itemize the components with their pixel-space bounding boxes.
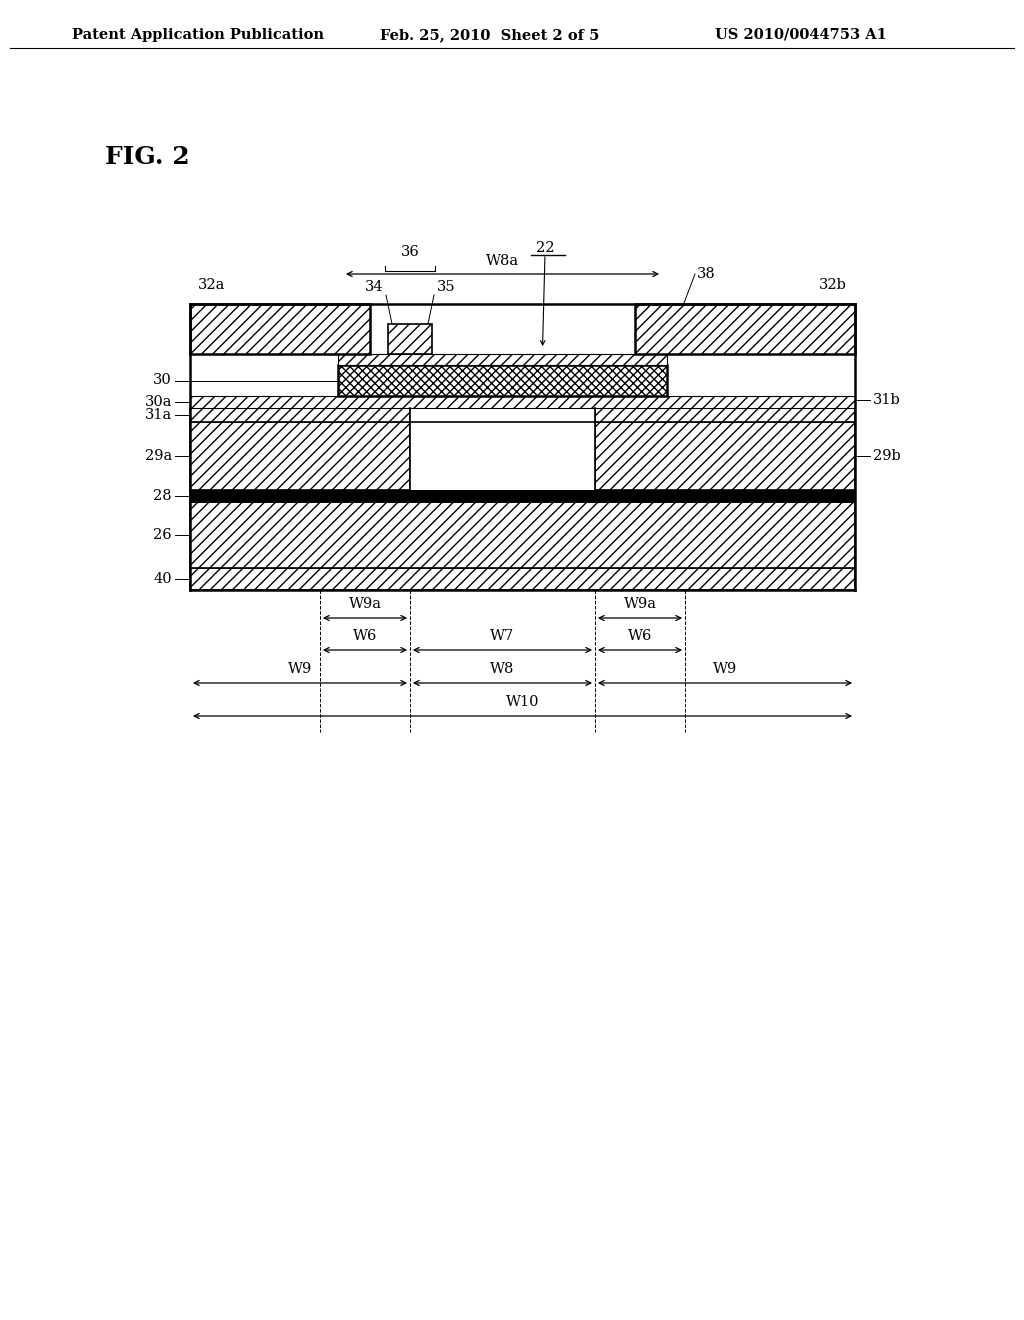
Bar <box>388 323 432 354</box>
Text: W6: W6 <box>628 630 652 643</box>
Text: 29b: 29b <box>873 449 901 463</box>
Text: W9a: W9a <box>624 597 656 611</box>
Text: W8a: W8a <box>486 253 519 268</box>
Text: W9: W9 <box>288 663 312 676</box>
Text: 40: 40 <box>154 572 172 586</box>
Text: 22: 22 <box>536 242 554 255</box>
Bar <box>595 422 855 490</box>
Bar <box>190 502 855 568</box>
Text: Feb. 25, 2010  Sheet 2 of 5: Feb. 25, 2010 Sheet 2 of 5 <box>380 28 599 42</box>
Bar <box>635 304 855 354</box>
Text: W6: W6 <box>353 630 377 643</box>
Text: 38: 38 <box>697 267 716 281</box>
Bar <box>190 490 855 502</box>
Text: 30a: 30a <box>144 395 172 409</box>
Text: 35: 35 <box>437 280 456 294</box>
Bar <box>190 304 370 354</box>
Text: W10: W10 <box>506 696 540 709</box>
Bar <box>190 568 855 590</box>
Text: 31a: 31a <box>144 408 172 422</box>
Text: W9: W9 <box>713 663 737 676</box>
Text: 32b: 32b <box>819 279 847 292</box>
Text: 34: 34 <box>365 280 383 294</box>
Bar <box>410 422 595 490</box>
Text: W8: W8 <box>490 663 515 676</box>
Text: Patent Application Publication: Patent Application Publication <box>72 28 324 42</box>
Text: W9a: W9a <box>348 597 382 611</box>
Text: US 2010/0044753 A1: US 2010/0044753 A1 <box>715 28 887 42</box>
Bar <box>190 396 855 408</box>
Text: 26: 26 <box>154 528 172 543</box>
Bar <box>338 366 667 396</box>
Text: 36: 36 <box>400 246 420 259</box>
Text: W7: W7 <box>490 630 515 643</box>
Bar <box>410 408 595 422</box>
Text: FIG. 2: FIG. 2 <box>105 145 189 169</box>
Text: 30: 30 <box>154 374 172 388</box>
Bar <box>190 422 410 490</box>
Bar <box>338 354 667 366</box>
Text: 31b: 31b <box>873 393 901 407</box>
Text: 29a: 29a <box>144 449 172 463</box>
Bar <box>595 408 855 422</box>
Bar <box>190 408 410 422</box>
Text: 32a: 32a <box>198 279 225 292</box>
Text: 28: 28 <box>154 488 172 503</box>
